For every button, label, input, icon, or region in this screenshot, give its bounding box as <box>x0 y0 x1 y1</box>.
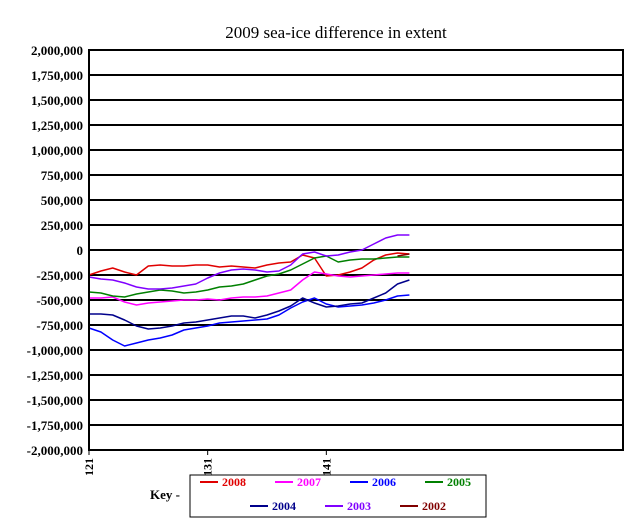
y-tick-label: -1,250,000 <box>27 368 83 383</box>
y-tick-label: -750,000 <box>36 318 83 333</box>
legend-item-2005: 2005 <box>425 475 471 489</box>
series-lines <box>88 234 410 347</box>
legend-item-2008: 2008 <box>200 475 246 489</box>
x-axis-ticks: 121 131 141 <box>82 450 333 476</box>
series-line-2004 <box>89 279 410 330</box>
y-tick-label: -1,500,000 <box>27 393 83 408</box>
y-tick-label: -1,750,000 <box>27 418 83 433</box>
legend-item-2006: 2006 <box>350 475 396 489</box>
legend-key-label: Key - <box>150 487 180 502</box>
legend-item-2007: 2007 <box>275 475 321 489</box>
series-line-2008 <box>88 252 410 277</box>
legend-label: 2003 <box>347 499 371 513</box>
y-tick-label: 750,000 <box>41 168 83 183</box>
y-tick-label: 1,500,000 <box>31 93 83 108</box>
series-line-2006 <box>88 294 410 347</box>
y-tick-label: 500,000 <box>41 193 83 208</box>
y-tick-label: 0 <box>77 243 84 258</box>
legend-label: 2005 <box>447 475 471 489</box>
legend-label: 2002 <box>422 499 446 513</box>
grid <box>89 49 623 451</box>
y-tick-label: 1,750,000 <box>31 68 83 83</box>
x-tick-label: 131 <box>201 458 215 476</box>
y-tick-label: 1,000,000 <box>31 143 83 158</box>
chart-title: 2009 sea-ice difference in extent <box>225 23 447 42</box>
legend-item-2003: 2003 <box>325 499 371 513</box>
series-line-2003 <box>88 234 410 290</box>
legend-label: 2006 <box>372 475 396 489</box>
y-tick-label: -1,000,000 <box>27 343 83 358</box>
y-tick-label: -250,000 <box>36 268 83 283</box>
legend-label: 2008 <box>222 475 246 489</box>
x-tick-label: 141 <box>319 458 333 476</box>
legend-label: 2004 <box>272 499 296 513</box>
y-axis-ticks: 2,000,000 1,750,000 1,500,000 1,250,000 1,00… <box>27 43 83 458</box>
legend-item-2004: 2004 <box>250 499 296 513</box>
series-line-2002 <box>397 253 410 257</box>
series-line-2005 <box>88 255 410 298</box>
legend: 2008 2007 2006 2005 2004 2003 2002 <box>200 475 471 513</box>
legend-label: 2007 <box>297 475 321 489</box>
y-tick-label: -500,000 <box>36 293 83 308</box>
x-tick-label: 121 <box>82 458 96 476</box>
plot-frame <box>88 49 624 451</box>
legend-item-2002: 2002 <box>400 499 446 513</box>
y-tick-label: 250,000 <box>41 218 83 233</box>
y-tick-label: -2,000,000 <box>27 443 83 458</box>
y-tick-label: 1,250,000 <box>31 118 83 133</box>
y-tick-label: 2,000,000 <box>31 43 83 58</box>
series-line-2007 <box>89 271 410 306</box>
